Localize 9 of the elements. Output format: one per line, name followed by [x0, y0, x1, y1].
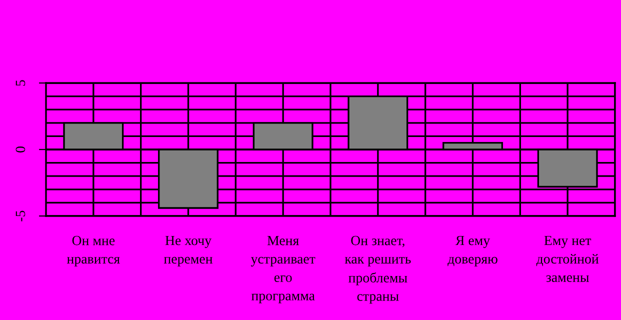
x-tick-label: Он знает, как решить проблемы страны: [344, 236, 411, 304]
x-tick-label: Не хочу перемен: [164, 236, 212, 266]
y-tick-label: 0: [16, 146, 26, 152]
x-tick-label: Меня устраивает его программа: [250, 236, 316, 304]
x-tick-label: Я ему доверяю: [448, 236, 498, 266]
x-tick-label: Ему нет достойной замены: [536, 236, 599, 282]
y-tick-label: -5: [16, 210, 26, 222]
x-tick-label: Он мне нравится: [67, 236, 120, 266]
y-tick-label: 5: [16, 80, 26, 86]
